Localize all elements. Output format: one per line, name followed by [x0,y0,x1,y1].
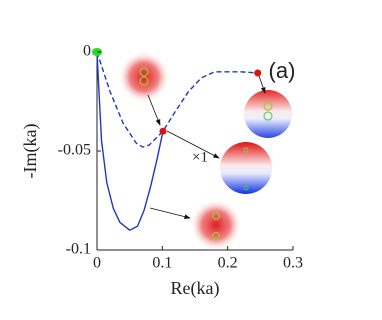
plot-area [92,48,262,232]
arrow [149,207,191,219]
scale-note: ×1 [192,149,208,165]
arrow [258,75,266,94]
y-tick-label: -0.05 [58,142,91,159]
point [254,69,262,77]
inset-bottom [190,199,242,251]
inset-middle [220,142,272,194]
inset-right-top [244,90,292,138]
inset-top [118,51,170,103]
x-tick-label: 0.2 [218,255,238,272]
panel-label: (a) [269,58,296,83]
curve [96,51,164,232]
y-tick-label: 0 [83,43,91,60]
x-tick-label: 0.1 [152,255,172,272]
x-tick-label: 0 [93,255,101,272]
x-axis-label: Re(ka) [171,278,220,299]
curve [96,51,258,148]
point [159,127,167,135]
x-tick-label: 0.3 [283,255,303,272]
arrow [166,130,220,159]
arrow [147,94,161,126]
y-tick-label: -0.1 [66,241,91,258]
y-axis-label: -Im(ka) [20,124,41,179]
